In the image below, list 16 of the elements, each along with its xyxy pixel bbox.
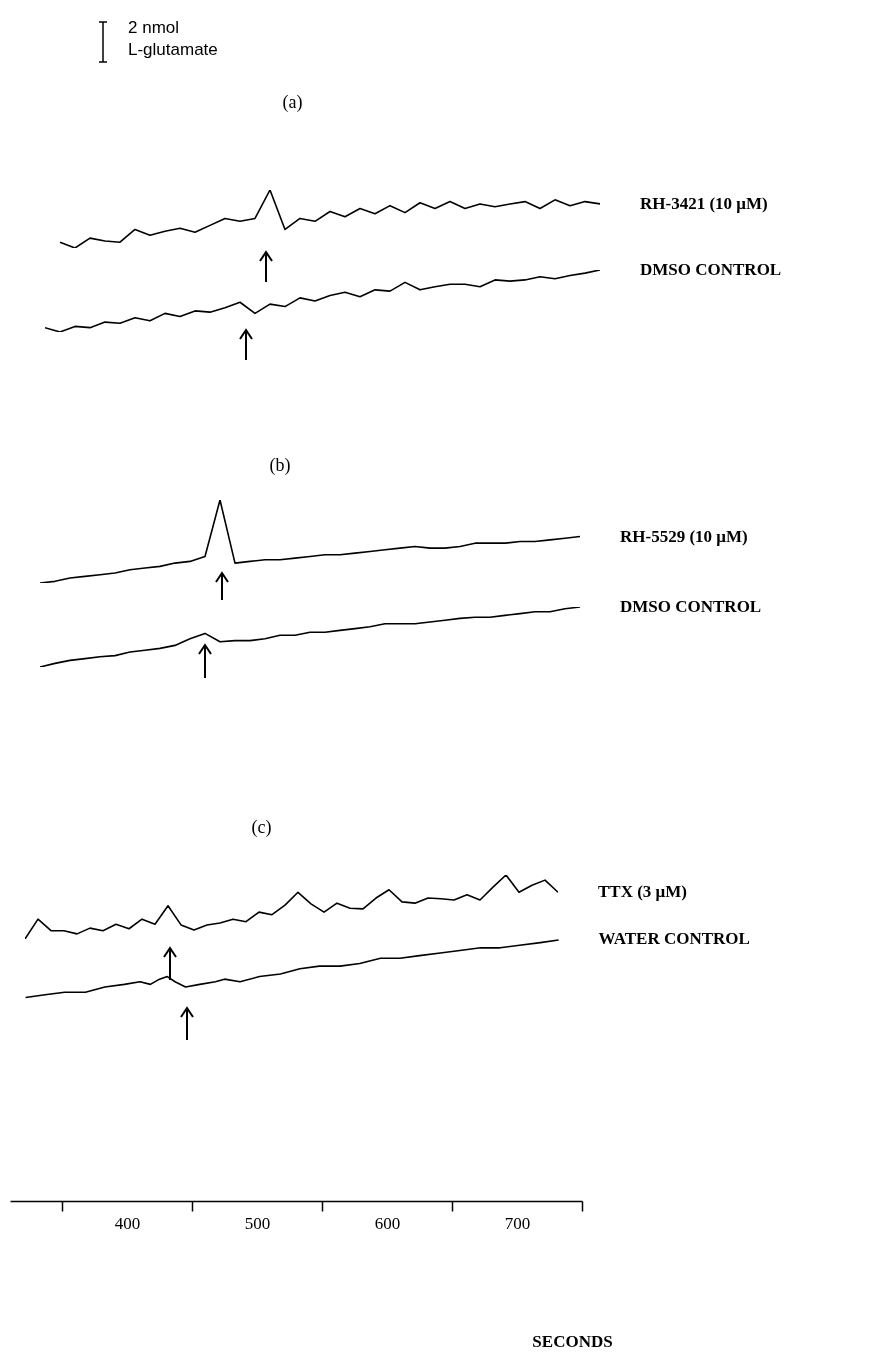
- x-tick-label: 600: [374, 1213, 401, 1233]
- text: RH-3421 (10 μM): [640, 193, 768, 214]
- text: 2 nmol: [128, 18, 180, 38]
- chart-title: (c): [251, 817, 272, 837]
- chart-title: (b): [269, 455, 291, 475]
- x-axis-title: SECONDS: [532, 1331, 613, 1351]
- text: DMSO CONTROL: [640, 260, 782, 280]
- x-tick-label: 500: [244, 1213, 271, 1233]
- x-tick-label: 700: [504, 1213, 531, 1233]
- text: DMSO CONTROL: [620, 597, 762, 617]
- text: TTX (3 μM): [598, 882, 687, 903]
- x-tick-label: 400: [114, 1213, 141, 1233]
- chart-title: (a): [282, 92, 303, 112]
- text: RH-5529 (10 μM): [620, 526, 748, 547]
- text: L-glutamate: [128, 40, 218, 60]
- text: WATER CONTROL: [598, 929, 750, 949]
